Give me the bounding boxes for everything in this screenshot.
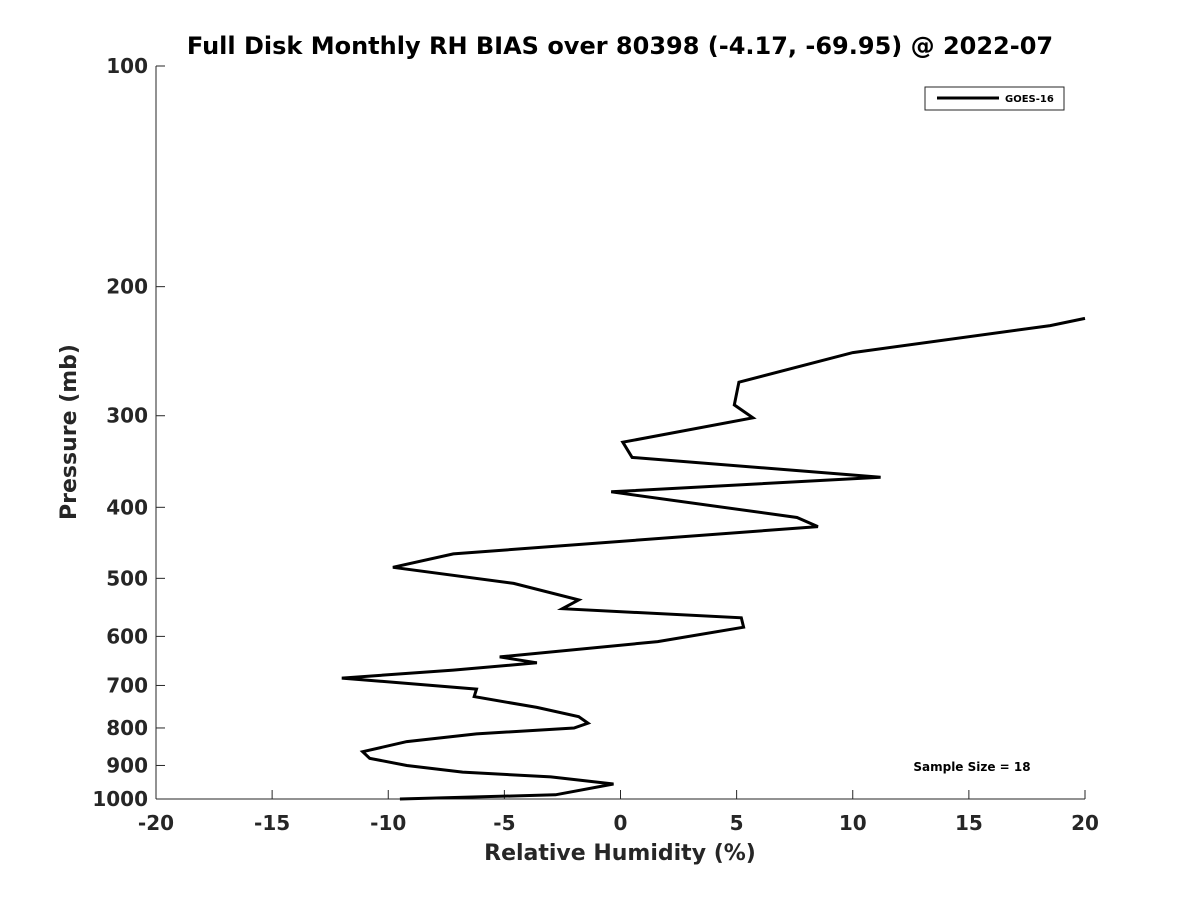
x-tick-label: 0	[614, 811, 628, 835]
x-tick-label: -20	[138, 811, 174, 835]
x-tick-label: 20	[1071, 811, 1099, 835]
x-tick-label: -15	[254, 811, 290, 835]
series-layer	[341, 316, 1086, 801]
y-tick-label: 1000	[92, 787, 148, 811]
series-line-goes-16	[341, 316, 1086, 801]
x-axis-title: Relative Humidity (%)	[484, 841, 756, 866]
y-tick-label: 600	[106, 624, 148, 648]
y-tick-label: 400	[106, 495, 148, 519]
y-tick-label: 500	[106, 566, 148, 590]
y-axis-title: Pressure (mb)	[57, 344, 82, 520]
y-tick-label: 200	[106, 275, 148, 299]
chart-title: Full Disk Monthly RH BIAS over 80398 (-4…	[187, 32, 1053, 60]
sample-size-annotation: Sample Size = 18	[913, 760, 1030, 774]
x-tick-label: 10	[839, 811, 867, 835]
y-tick-label: 300	[106, 404, 148, 428]
y-tick-label: 800	[106, 716, 148, 740]
x-tick-label: -10	[370, 811, 406, 835]
plot-area: -20 -15 -10 -5 0 5 10 15 20 100 200 300 400 500 600 70…	[92, 54, 1099, 835]
y-tick-label: 100	[106, 54, 148, 78]
legend: GOES-16	[924, 86, 1065, 111]
y-tick-label: 700	[106, 673, 148, 697]
x-tick-label: 15	[955, 811, 983, 835]
x-axis-ticks: -20 -15 -10 -5 0 5 10 15 20	[138, 790, 1099, 835]
y-tick-label: 900	[106, 753, 148, 777]
x-tick-label: 5	[730, 811, 744, 835]
x-tick-label: -5	[493, 811, 515, 835]
legend-entry-label: GOES-16	[1005, 94, 1054, 105]
y-axis-ticks: 100 200 300 400 500 600 700 800 900 1000	[92, 54, 165, 811]
